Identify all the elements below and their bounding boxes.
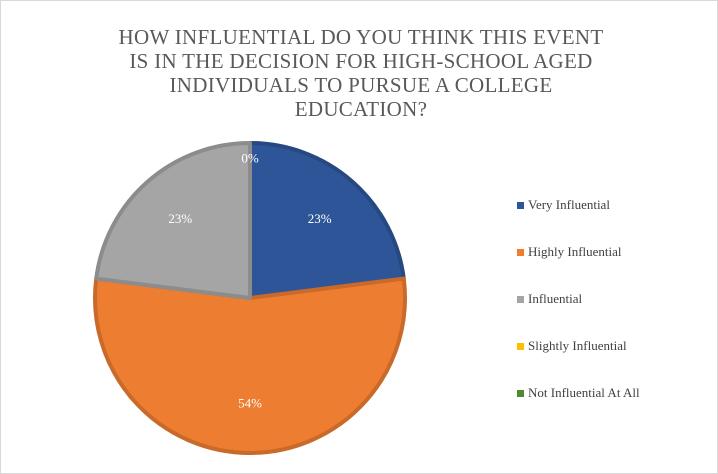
legend-item-very-influential: Very Influential	[517, 197, 640, 213]
legend-label-slightly-influential: Slightly Influential	[528, 338, 627, 353]
legend-swatch-slightly-influential	[517, 342, 524, 350]
legend-item-highly-influential: Highly Influential	[517, 244, 640, 260]
chart-title-line-4: EDUCATION?	[294, 97, 428, 121]
chart-legend: Very Influential Highly Influential Infl…	[517, 197, 640, 432]
pie-slice-influential	[94, 141, 252, 300]
legend-swatch-influential	[517, 295, 524, 303]
legend-label-highly-influential: Highly Influential	[528, 244, 622, 259]
data-label-slightly-influential: 0%	[241, 151, 259, 166]
legend-item-influential: Influential	[517, 291, 640, 307]
legend-label-very-influential: Very Influential	[528, 197, 610, 212]
data-label-highly-influential: 54%	[238, 395, 262, 410]
legend-item-not-influential-at-all: Not Influential At All	[517, 385, 640, 401]
pie-slice-highly-influential	[93, 276, 407, 455]
legend-label-influential: Influential	[528, 291, 583, 306]
pie-slice-very-influential	[248, 141, 406, 300]
chart-title-line-3: INDIVIDUALS TO PURSUE A COLLEGE	[169, 73, 553, 97]
legend-item-slightly-influential: Slightly Influential	[517, 338, 640, 354]
data-label-influential: 23%	[168, 211, 192, 226]
chart-title-line-1: HOW INFLUENTIAL DO YOU THINK THIS EVENT	[118, 25, 604, 49]
legend-swatch-very-influential	[517, 201, 524, 209]
legend-swatch-highly-influential	[517, 248, 524, 256]
chart-title: HOW INFLUENTIAL DO YOU THINK THIS EVENT …	[61, 25, 661, 121]
legend-swatch-not-influential-at-all	[517, 389, 524, 397]
legend-label-not-influential-at-all: Not Influential At All	[528, 385, 640, 400]
chart-title-line-2: IS IN THE DECISION FOR HIGH-SCHOOL AGED	[129, 49, 593, 73]
data-label-very-influential: 23%	[308, 211, 332, 226]
